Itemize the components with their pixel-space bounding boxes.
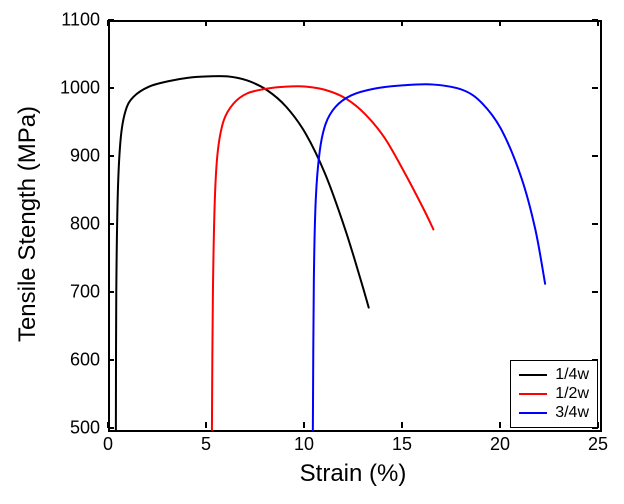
x-tick-label: 20 bbox=[490, 434, 510, 455]
y-tick-label: 1100 bbox=[54, 10, 100, 31]
x-tick-label: 15 bbox=[392, 434, 412, 455]
y-tick bbox=[592, 291, 598, 293]
y-tick-label: 700 bbox=[54, 282, 100, 303]
legend-swatch bbox=[519, 393, 547, 395]
x-tick bbox=[205, 422, 207, 428]
legend-swatch bbox=[519, 374, 547, 376]
x-tick-label: 10 bbox=[294, 434, 314, 455]
y-tick-label: 1000 bbox=[54, 78, 100, 99]
y-tick bbox=[108, 223, 114, 225]
series-1/4w bbox=[116, 76, 369, 430]
y-tick-label: 600 bbox=[54, 350, 100, 371]
x-tick-label: 5 bbox=[201, 434, 211, 455]
y-tick bbox=[108, 19, 114, 21]
x-tick bbox=[499, 422, 501, 428]
x-tick bbox=[303, 20, 305, 26]
x-tick bbox=[499, 20, 501, 26]
y-axis-label: Tensile Stength (MPa) bbox=[14, 106, 42, 342]
chart-root: Strain (%) Tensile Stength (MPa) 1/4w1/2… bbox=[0, 0, 624, 504]
y-tick bbox=[592, 87, 598, 89]
y-tick bbox=[108, 155, 114, 157]
x-tick bbox=[401, 20, 403, 26]
y-tick bbox=[592, 427, 598, 429]
legend-item: 3/4w bbox=[519, 404, 589, 422]
y-tick-label: 500 bbox=[54, 418, 100, 439]
y-tick bbox=[108, 359, 114, 361]
legend: 1/4w1/2w3/4w bbox=[510, 360, 598, 428]
x-axis-label: Strain (%) bbox=[300, 460, 407, 488]
y-tick bbox=[592, 223, 598, 225]
y-tick bbox=[592, 359, 598, 361]
y-tick-label: 900 bbox=[54, 146, 100, 167]
y-tick-label: 800 bbox=[54, 214, 100, 235]
y-tick bbox=[108, 291, 114, 293]
legend-swatch bbox=[519, 412, 547, 414]
y-tick bbox=[108, 87, 114, 89]
legend-label: 1/4w bbox=[555, 366, 589, 384]
y-tick bbox=[108, 427, 114, 429]
y-tick bbox=[592, 19, 598, 21]
x-tick bbox=[401, 422, 403, 428]
x-tick-label: 25 bbox=[588, 434, 608, 455]
legend-label: 3/4w bbox=[555, 404, 589, 422]
y-tick bbox=[592, 155, 598, 157]
x-tick-label: 0 bbox=[103, 434, 113, 455]
x-tick bbox=[205, 20, 207, 26]
legend-label: 1/2w bbox=[555, 385, 589, 403]
x-tick bbox=[303, 422, 305, 428]
legend-item: 1/4w bbox=[519, 366, 589, 384]
legend-item: 1/2w bbox=[519, 385, 589, 403]
